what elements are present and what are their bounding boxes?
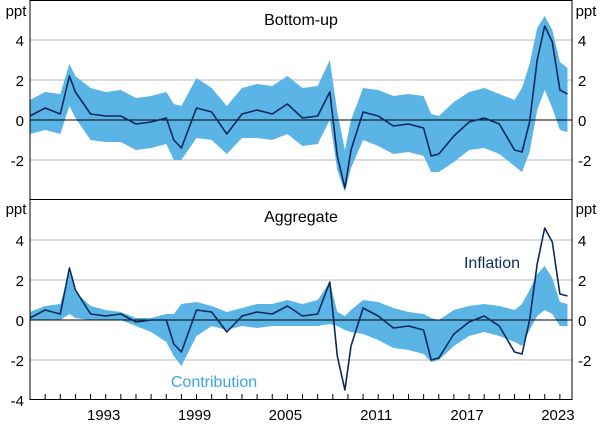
legend-inflation: Inflation [464, 255, 520, 272]
y-tick-label-left: 2 [16, 73, 24, 90]
y-tick-label-right: -2 [578, 353, 591, 370]
y-tick-label-left: 0 [16, 313, 24, 330]
y-tick-label-left: -2 [11, 353, 24, 370]
y-tick-label-right: 0 [578, 313, 586, 330]
y-tick-label-left: 0 [16, 113, 24, 130]
y-tick-label-right: 4 [578, 233, 586, 250]
y-tick-label-left: -4 [11, 393, 24, 410]
panel-title-aggregate: Aggregate [264, 209, 338, 226]
chart-frame [29, 0, 573, 400]
panel-title-bottom-up: Bottom-up [264, 12, 338, 29]
panel-bottom-up: 4 2 0 -2 4 2 0 -2 [11, 16, 591, 192]
legend-contribution: Contribution [171, 374, 257, 391]
contribution-band [30, 266, 568, 366]
y-tick-label-left: -2 [11, 153, 24, 170]
inflation-line [29, 25, 568, 189]
y-tick-label-right: 0 [578, 113, 586, 130]
y-unit-label-left-top: ppt [6, 3, 28, 20]
x-axis: 1993 1999 2005 2011 2017 2023 [44, 394, 575, 424]
y-tick-label-right: 4 [578, 33, 586, 50]
panel-aggregate: 4 2 0 -2 -4 4 2 0 -2 [11, 227, 591, 410]
y-tick-label-right: 2 [578, 273, 586, 290]
y-unit-label-right-bottom: ppt [576, 201, 598, 218]
contribution-band [30, 16, 568, 192]
y-tick-label-left: 4 [16, 233, 24, 250]
y-tick-label-left: 2 [16, 273, 24, 290]
y-unit-label-right-top: ppt [576, 3, 598, 20]
y-tick-label-left: 4 [16, 33, 24, 50]
x-tick-label: 1999 [178, 407, 211, 424]
x-tick-label: 2011 [360, 407, 392, 424]
y-tick-label-right: 2 [578, 73, 586, 90]
y-unit-label-left-bottom: ppt [6, 201, 28, 218]
x-tick-label: 2023 [541, 407, 574, 424]
x-tick-label: 2005 [269, 407, 302, 424]
x-tick-label: 2017 [450, 407, 483, 424]
x-tick-label: 1993 [87, 407, 120, 424]
y-tick-label-right: -2 [578, 153, 591, 170]
inflation-line [29, 227, 568, 391]
